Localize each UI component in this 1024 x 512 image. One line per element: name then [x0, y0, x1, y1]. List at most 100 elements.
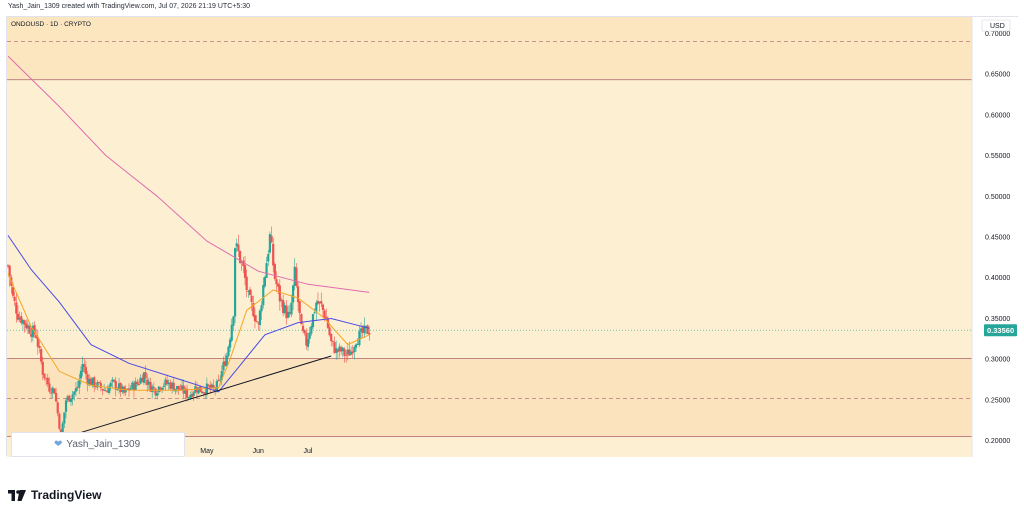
author-name: Yash_Jain_1309: [66, 439, 141, 450]
candle-body: [151, 386, 154, 392]
candle-body: [103, 389, 106, 391]
y-tick-label: 0.35000: [985, 316, 1010, 323]
moving-average-line: [7, 273, 370, 391]
candle-body: [222, 361, 225, 371]
candle-body: [30, 333, 33, 337]
candle-body: [172, 382, 175, 391]
candle-body: [144, 372, 147, 379]
candle-body: [157, 386, 160, 393]
candle-body: [280, 299, 283, 301]
price-badge: 0.33560: [987, 326, 1014, 335]
candle-body: [167, 382, 170, 385]
candle-body: [124, 388, 127, 393]
candle-body: [310, 326, 313, 334]
candle-body: [340, 347, 343, 352]
candle-body: [20, 316, 23, 324]
candle-body: [243, 265, 247, 278]
candle-body: [21, 319, 25, 324]
candle-body: [112, 379, 116, 382]
candle-body: [305, 332, 308, 346]
candle-body: [227, 346, 230, 357]
candle-body: [285, 305, 288, 319]
candle-body: [68, 395, 71, 402]
candle-body: [288, 311, 291, 314]
candle-body: [147, 381, 150, 385]
candle-body: [192, 392, 195, 396]
x-tick-label: May: [200, 448, 214, 455]
candle-body: [25, 323, 28, 329]
candle-body: [313, 312, 316, 314]
candle-body: [164, 379, 167, 386]
price-chart[interactable]: 0.70000 0.65000 0.60000 0.55000 0.50000 0.450…: [7, 17, 1019, 457]
candle-body: [99, 383, 102, 388]
candle-body: [341, 347, 344, 352]
y-tick-label: 0.50000: [985, 194, 1010, 201]
candle-body: [323, 310, 326, 319]
candle-body: [364, 326, 368, 328]
candle-body: [38, 345, 41, 348]
y-tick-label: 0.65000: [985, 72, 1010, 79]
candle-body: [132, 382, 136, 391]
candle-body: [277, 283, 280, 287]
candle-body: [287, 311, 290, 318]
candle-body: [88, 378, 91, 386]
candle-body: [190, 394, 194, 397]
candle-body: [335, 348, 338, 353]
candle-body: [230, 324, 233, 341]
candle-body: [242, 260, 245, 267]
candle-body: [28, 326, 31, 334]
candle-body: [63, 412, 66, 424]
candle-body: [83, 364, 86, 367]
candle-body: [321, 304, 325, 311]
candle-body: [49, 392, 53, 394]
candle-body: [267, 253, 270, 262]
candle-body: [187, 397, 190, 399]
candle-body: [330, 333, 333, 342]
candle-body: [134, 381, 137, 391]
candle-body: [86, 374, 89, 385]
candle-body: [31, 326, 34, 338]
candle-body: [13, 296, 16, 302]
candle-body: [283, 305, 286, 313]
candle-body: [308, 332, 311, 339]
candle-body: [109, 382, 112, 387]
candle-body: [225, 355, 228, 367]
candle-body: [126, 388, 129, 390]
candle-body: [116, 389, 119, 391]
candle-body: [237, 244, 240, 252]
tradingview-logo-icon: [8, 489, 26, 501]
candle-body: [361, 327, 364, 333]
candle-body: [43, 373, 46, 379]
candle-body: [98, 382, 101, 384]
candle-body: [303, 330, 306, 334]
candle-body: [240, 261, 243, 263]
tradingview-logo[interactable]: TradingView: [8, 487, 101, 503]
candle-body: [262, 285, 265, 306]
candle-body: [71, 394, 74, 400]
candle-body: [195, 387, 199, 393]
candle-body: [104, 390, 107, 392]
candle-body: [197, 387, 200, 394]
candle-body: [15, 302, 18, 314]
candle-body: [275, 279, 278, 285]
candle-body: [94, 386, 97, 388]
candle-body: [58, 413, 61, 429]
candle-body: [272, 243, 275, 266]
candle-body: [356, 343, 359, 345]
candle-body: [139, 377, 142, 384]
candle-body: [350, 351, 353, 355]
candle-body: [214, 388, 217, 390]
chart-frame[interactable]: 0.70000 0.65000 0.60000 0.55000 0.50000 0.450…: [6, 16, 1019, 457]
shaded-zone: [7, 358, 972, 437]
candle-body: [346, 349, 349, 355]
candle-body: [293, 266, 296, 286]
candle-body: [64, 400, 68, 412]
price-badge-bg: [984, 324, 1017, 337]
candle-body: [366, 325, 369, 334]
candle-body: [137, 384, 141, 386]
candle-body: [141, 377, 144, 382]
candle-body: [54, 392, 58, 402]
candle-body: [175, 385, 179, 390]
y-tick-label: 0.40000: [985, 275, 1010, 282]
candle-body: [232, 316, 235, 326]
